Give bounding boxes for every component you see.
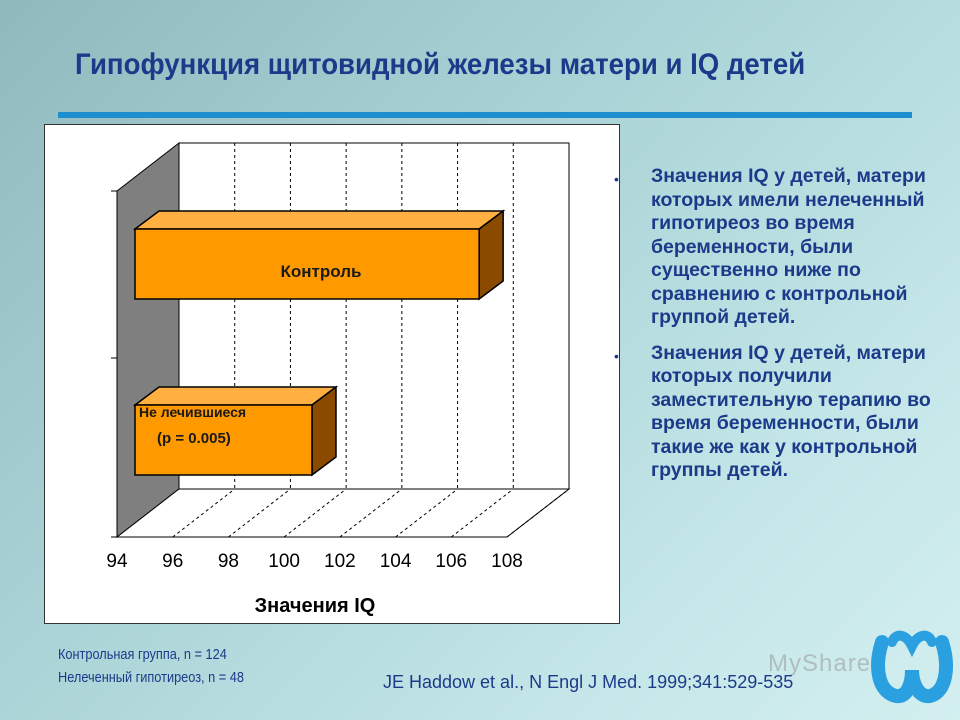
x-tick-label: 108 [491, 551, 523, 572]
floor-gridline [450, 488, 514, 538]
chart-floor [115, 488, 571, 538]
x-tick-label: 98 [218, 551, 239, 572]
title-underline [58, 112, 912, 118]
x-tick-label: 102 [324, 551, 356, 572]
watermark: MyShared [768, 650, 886, 677]
bullet-text: Значения IQ у детей, матери которых полу… [651, 341, 931, 482]
chart-area: Контроль Не лечившиеся (p = 0.005) 94 96 98 10… [44, 124, 620, 624]
iq-bar-chart: Контроль Не лечившиеся (p = 0.005) 94 96 98 10… [106, 141, 571, 617]
floor-gridline [283, 488, 347, 538]
x-tick-label: 106 [435, 551, 467, 572]
footnote-control-group: Контрольная группа, n = 124 [58, 646, 227, 663]
chart-back-wall [178, 142, 570, 489]
bar-label-p-value: (p = 0.005) [157, 430, 231, 447]
x-axis-title: Значения IQ [255, 595, 376, 617]
footnote-untreated-group: Нелеченный гипотиреоз, n = 48 [58, 669, 244, 686]
bar-label-control: Контроль [281, 262, 362, 281]
bar-label-untreated: Не лечившиеся [139, 404, 246, 420]
floor-gridline [506, 488, 570, 538]
chart-side-wall [116, 141, 180, 539]
bullet-dot-icon: • [614, 347, 619, 364]
bullet-list: • Значения IQ у детей, матери которых им… [614, 165, 960, 495]
x-tick-label: 104 [380, 551, 412, 572]
x-tick-label: 96 [162, 551, 183, 572]
floor-gridline [395, 488, 458, 538]
bullet-dot-icon: • [614, 171, 619, 187]
slide-title: Гипофункция щитовидной железы матери и I… [75, 48, 806, 81]
x-tick-label: 94 [106, 551, 128, 572]
floor-gridline [339, 488, 403, 538]
logo-icon [871, 630, 953, 704]
floor-gridline [228, 488, 291, 538]
bullet-item: • Значения IQ у детей, матери которых по… [614, 342, 960, 483]
floor-gridline [172, 488, 236, 538]
bar-top [132, 210, 506, 230]
bar [134, 404, 313, 476]
citation: JE Haddow et al., N Engl J Med. 1999;341… [383, 672, 794, 692]
bar [134, 228, 480, 300]
x-tick-label: 100 [268, 551, 300, 572]
bullet-item: • Значения IQ у детей, матери которых им… [614, 165, 960, 330]
bullet-text: Значения IQ у детей, матери которых имел… [651, 165, 926, 328]
bar-top [132, 386, 339, 406]
